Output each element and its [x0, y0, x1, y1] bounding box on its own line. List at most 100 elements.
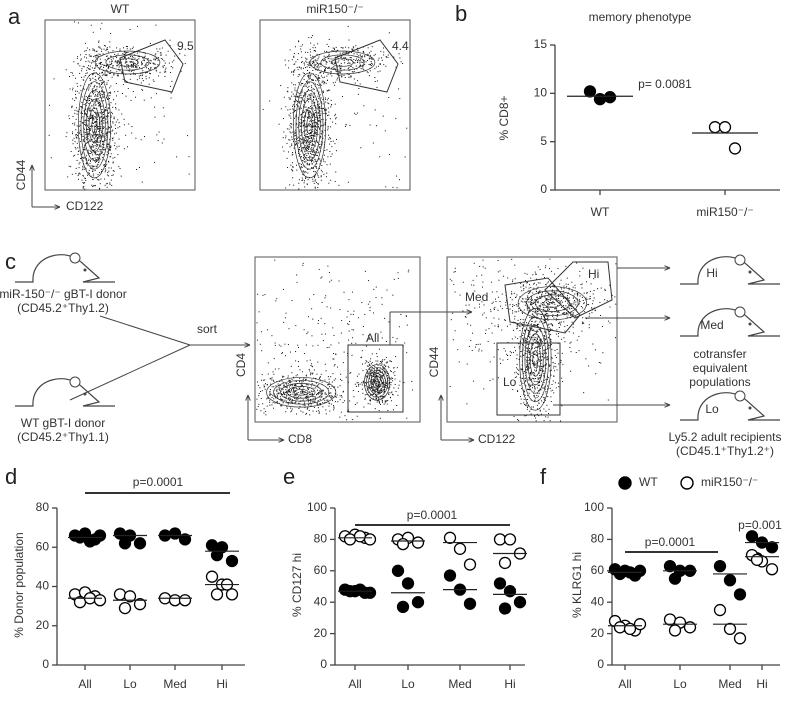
flow-dot: [71, 105, 73, 107]
flow-dot: [75, 77, 77, 79]
flow-dot: [111, 60, 113, 62]
flow-dot: [325, 176, 327, 178]
flow-dot: [380, 389, 382, 391]
flow-dot: [300, 122, 302, 124]
flow-dot: [319, 147, 321, 149]
flow-dot: [309, 394, 311, 396]
flow-dot: [525, 338, 527, 340]
flow-dot: [106, 163, 108, 165]
flow-dot: [289, 394, 291, 396]
flow-dot: [557, 294, 559, 296]
flow-dot: [370, 380, 372, 382]
flow-dot: [102, 140, 104, 142]
flow-dot: [335, 138, 337, 140]
flow-dot: [529, 327, 531, 329]
flow-dot: [519, 355, 521, 357]
flow-dot: [293, 384, 295, 386]
flow-dot: [66, 132, 68, 134]
flow-dot: [271, 335, 273, 337]
flow-dot: [367, 403, 369, 405]
flow-dot: [305, 136, 307, 138]
flow-dot: [493, 342, 495, 344]
flow-dot: [106, 122, 108, 124]
flow-dot: [544, 321, 546, 323]
flow-dot: [290, 389, 292, 391]
flow-dot: [347, 310, 349, 312]
flow-dot: [292, 387, 294, 389]
flow-dot: [323, 82, 325, 84]
flow-dot: [374, 391, 376, 393]
flow-dot: [80, 111, 82, 113]
flow-dot: [347, 181, 349, 183]
flow-dot: [325, 113, 327, 115]
flow-dot: [142, 57, 144, 59]
flow-dot: [529, 378, 531, 380]
flow-dot: [570, 306, 572, 308]
flow-dot: [301, 89, 303, 91]
flow-dot: [85, 178, 87, 180]
flow-dot: [107, 103, 109, 105]
flow-dot: [141, 75, 143, 77]
flow-dot: [396, 367, 398, 369]
flow-dot: [532, 306, 534, 308]
flow-dot: [322, 406, 324, 408]
flow-dot: [106, 47, 108, 49]
flow-dot: [382, 359, 384, 361]
flow-dot: [292, 151, 294, 153]
flow-dot: [307, 387, 309, 389]
flow-dot: [339, 385, 341, 387]
flow-dot: [110, 102, 112, 104]
flow-dot: [536, 355, 538, 357]
flow-dot: [119, 61, 121, 63]
axis-label: CD8: [288, 432, 312, 446]
flow-dot: [92, 122, 94, 124]
flow-dot: [101, 91, 103, 93]
flow-dot: [318, 176, 320, 178]
flow-dot: [282, 146, 284, 148]
flow-dot: [317, 63, 319, 65]
flow-dot: [500, 305, 502, 307]
flow-dot: [81, 134, 83, 136]
flow-dot: [94, 125, 96, 127]
flow-dot: [369, 395, 371, 397]
flow-dot: [307, 397, 309, 399]
flow-dot: [383, 389, 385, 391]
flow-dot: [392, 294, 394, 296]
flow-dot: [257, 384, 259, 386]
donor-phenotype: (CD45.2⁺Thy1.2): [17, 301, 109, 315]
flow-dot: [265, 414, 267, 416]
flow-dot: [272, 371, 274, 373]
flow-dot: [352, 314, 354, 316]
flow-dot: [325, 370, 327, 372]
flow-dot: [533, 336, 535, 338]
flow-dot: [588, 365, 590, 367]
flow-dot: [358, 384, 360, 386]
flow-dot: [352, 71, 354, 73]
flow-dot: [339, 416, 341, 418]
flow-dot: [100, 135, 102, 137]
flow-dot: [335, 46, 337, 48]
flow-dot: [274, 402, 276, 404]
flow-dot: [324, 392, 326, 394]
flow-dot: [297, 59, 299, 61]
flow-dot: [308, 37, 310, 39]
flow-dot: [479, 343, 481, 345]
flow-dot: [343, 57, 345, 59]
flow-dot: [351, 71, 353, 73]
flow-dot: [301, 382, 303, 384]
flow-dot: [367, 59, 369, 61]
flow-dot: [389, 396, 391, 398]
flow-dot: [512, 384, 514, 386]
flow-dot: [304, 170, 306, 172]
flow-dot: [311, 103, 313, 105]
flow-dot: [376, 386, 378, 388]
flow-dot: [321, 107, 323, 109]
flow-dot: [321, 131, 323, 133]
flow-dot: [536, 346, 538, 348]
flow-dot: [276, 395, 278, 397]
flow-dot: [371, 390, 373, 392]
flow-dot: [319, 83, 321, 85]
flow-dot: [534, 321, 536, 323]
flow-dot: [402, 63, 404, 65]
flow-dot: [536, 301, 538, 303]
